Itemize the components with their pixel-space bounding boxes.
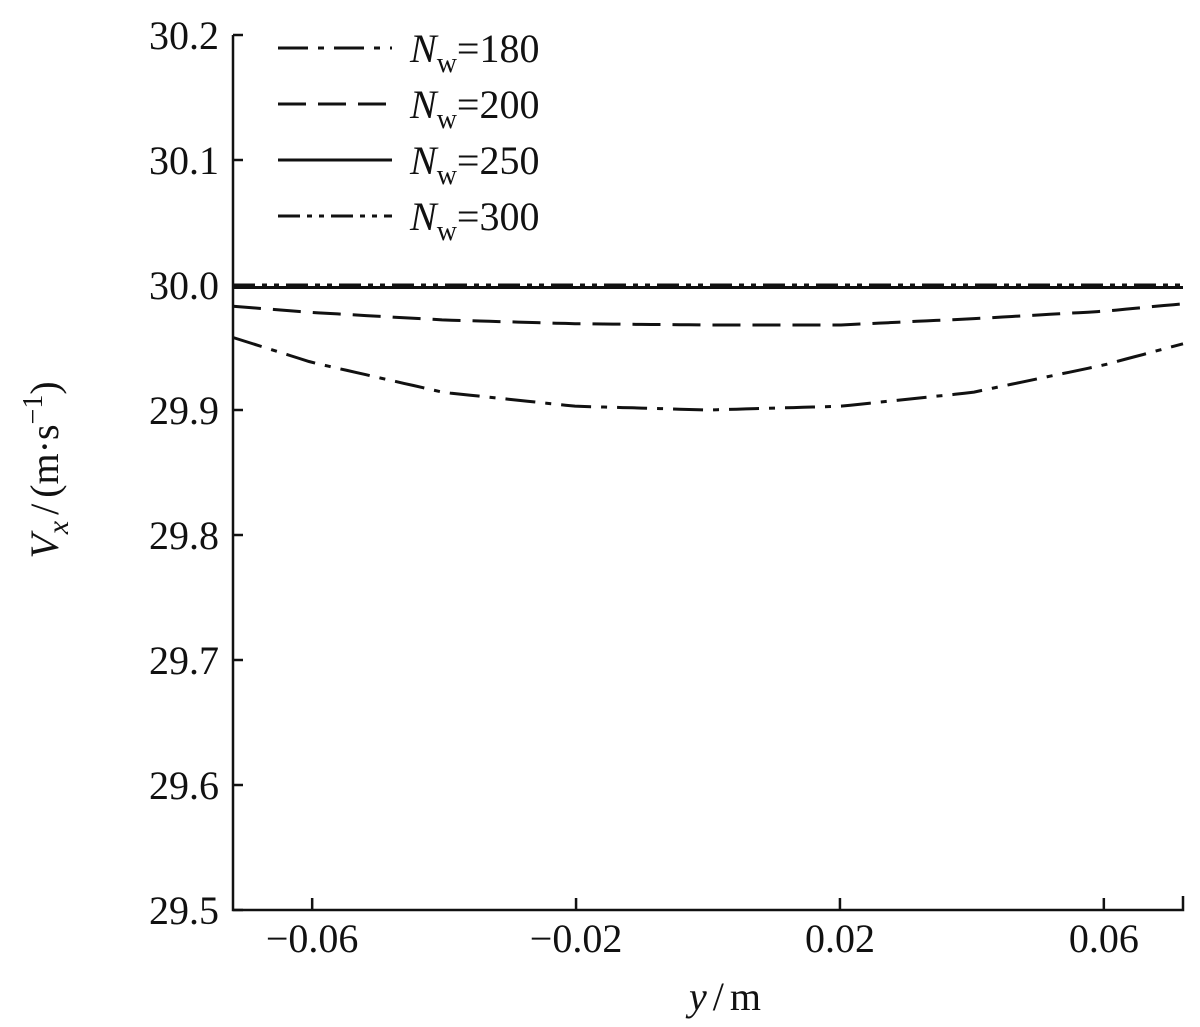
y-tick-label: 30.2 (149, 13, 219, 58)
x-axis-label: y / m (685, 974, 761, 1019)
series-line-0 (232, 336, 1184, 412)
y-tick-label: 29.8 (149, 513, 219, 558)
legend-label-0: Nw=180 (409, 26, 539, 79)
x-tick-label: 0.06 (1069, 916, 1139, 961)
x-tick-label: −0.02 (530, 916, 623, 961)
y-axis-label: Vx/(m·s−1) (18, 381, 75, 558)
legend-label-1: Nw=200 (409, 82, 539, 135)
legend-label-2: Nw=250 (409, 138, 539, 191)
y-tick-label: 29.9 (149, 388, 219, 433)
x-tick-label: 0.02 (805, 916, 875, 961)
legend-label-3: Nw=300 (409, 194, 539, 247)
y-tick-label: 30.1 (149, 138, 219, 183)
axis-labels: y / m Vx/(m·s−1) (18, 381, 761, 1019)
axes: 29.5 29.6 29.7 29.8 29.9 30.0 30.1 30.2 −0.06 −0.… (149, 13, 1185, 961)
y-tick-label: 29.7 (149, 638, 219, 683)
x-tick-label: −0.06 (266, 916, 359, 961)
series-line-1 (232, 302, 1184, 327)
y-tick-label: 29.5 (149, 888, 219, 933)
y-tick-label: 30.0 (149, 263, 219, 308)
series-group (232, 283, 1184, 412)
y-tick-label: 29.6 (149, 763, 219, 808)
axes-frame (231, 35, 1185, 912)
